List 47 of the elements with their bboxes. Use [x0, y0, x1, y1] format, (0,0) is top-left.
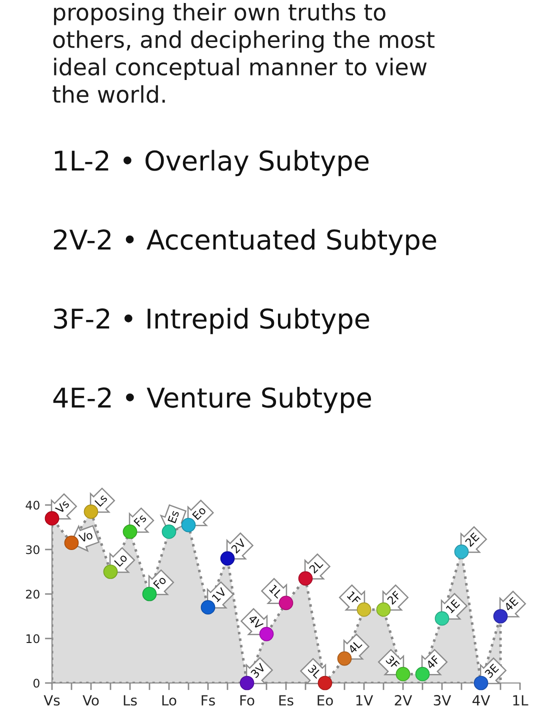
- text: 1L: [268, 584, 284, 599]
- text: 3E: [484, 664, 500, 678]
- text: 4E: [504, 596, 518, 612]
- text: Fs: [134, 514, 147, 527]
- text: Fo: [153, 575, 167, 590]
- text: Ls: [94, 494, 108, 507]
- text: 3F: [385, 655, 400, 670]
- text: 2L: [308, 559, 324, 574]
- x-tick-label: Es: [279, 695, 294, 706]
- text: 2V-2 • Accentuated Subtype: [54, 228, 436, 256]
- text: 4F: [426, 655, 440, 670]
- x-tick-label: Vo: [82, 695, 99, 706]
- text: Vo: [78, 530, 94, 543]
- y-tick-label: 10: [26, 634, 40, 644]
- text: Eo: [192, 506, 206, 520]
- text: proposing their own truths to others, and deciphering the most ideal conceptual manner to view the world.: [52, 3, 434, 103]
- text: 2V: [230, 538, 246, 554]
- y-tick-label: 30: [26, 545, 40, 554]
- y-tick-label: 0: [33, 678, 40, 688]
- text: 4V: [248, 614, 264, 630]
- text: 4L: [348, 639, 362, 654]
- text: 1F: [346, 590, 361, 605]
- text: Vs: [54, 499, 70, 514]
- text: 2F: [386, 590, 402, 605]
- x-tick-label: Eo: [318, 695, 333, 706]
- text: 1E: [446, 599, 460, 614]
- text: 3L: [308, 664, 322, 679]
- x-tick-label: Ls: [124, 695, 137, 706]
- text: 3F-2 • Intrepid Subtype: [54, 308, 370, 334]
- x-tick-label: Vs: [44, 695, 60, 706]
- x-tick-label: 1L: [513, 695, 528, 706]
- x-tick-label: Fo: [240, 695, 254, 706]
- x-tick-label: 4V: [472, 695, 490, 706]
- x-tick-label: Fs: [202, 695, 215, 706]
- x-tick-label: 3V: [434, 695, 452, 706]
- text: 4E-2 • Venture Subtype: [53, 386, 371, 414]
- text: Es: [168, 510, 180, 524]
- text: 3V: [250, 662, 266, 678]
- y-tick-label: 40: [26, 500, 40, 510]
- text: 1L-2 • Overlay Subtype: [54, 150, 369, 176]
- x-tick-label: 1V: [356, 695, 374, 706]
- text: 1V: [212, 587, 227, 602]
- y-tick-label: 20: [26, 590, 40, 599]
- x-tick-label: 2V: [394, 695, 412, 706]
- text: 2E: [464, 532, 480, 547]
- text: Lo: [114, 553, 128, 567]
- x-tick-label: Lo: [162, 695, 176, 706]
